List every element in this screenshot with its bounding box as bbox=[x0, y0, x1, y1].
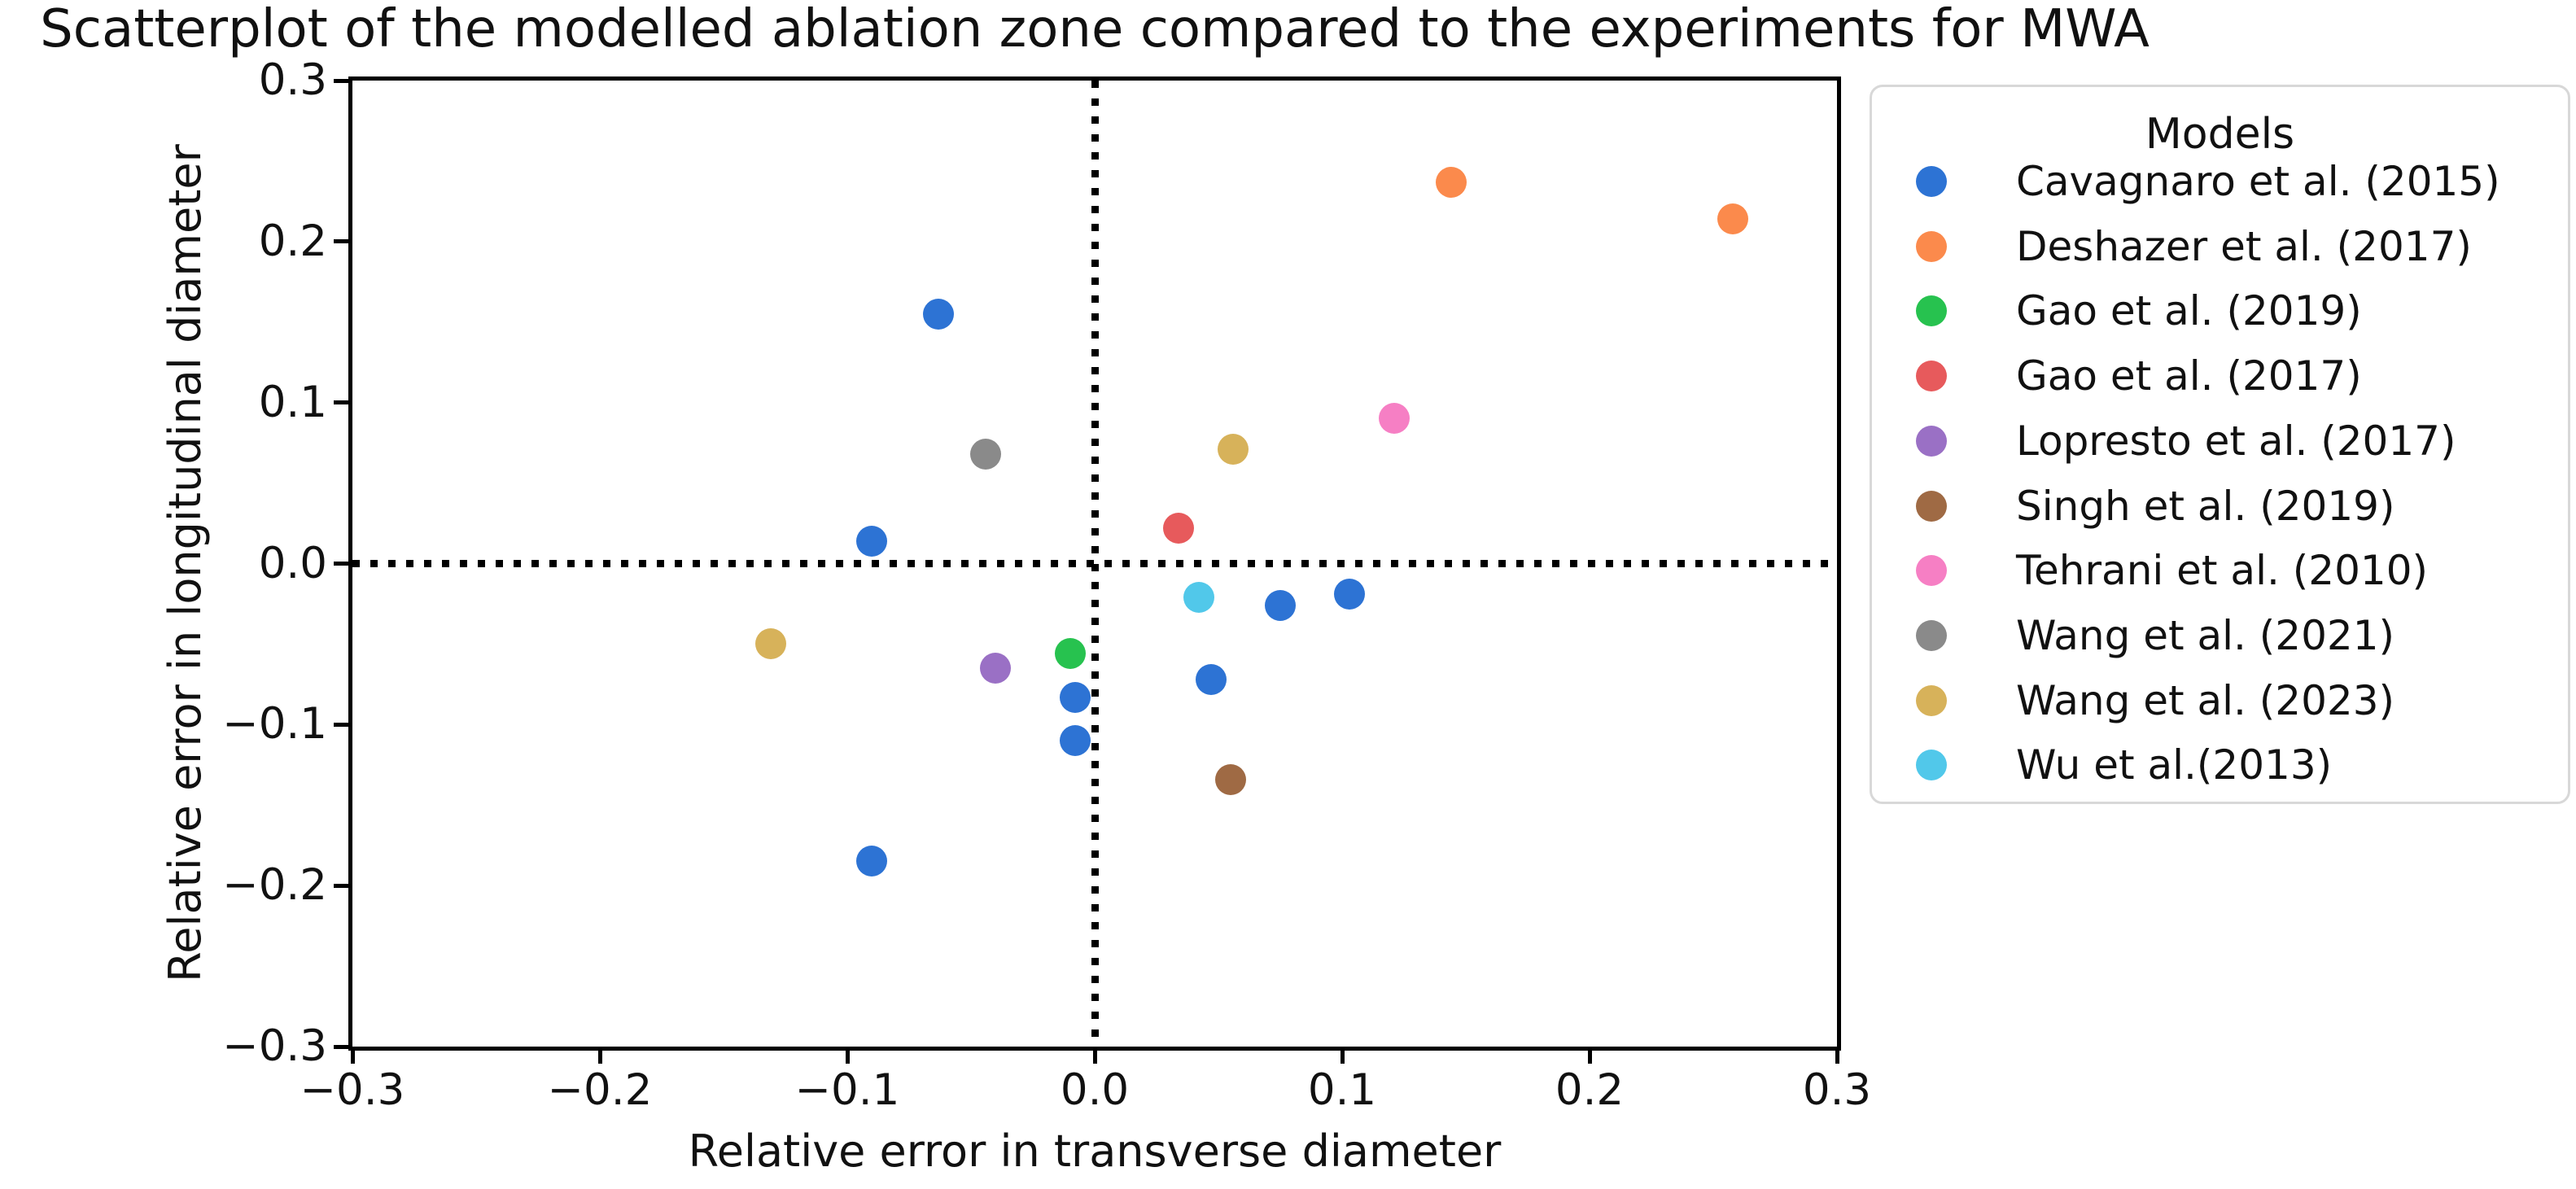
zero-reference-line-horizontal bbox=[352, 560, 1837, 567]
legend-marker-icon bbox=[1916, 166, 1947, 197]
legend-item: Cavagnaro et al. (2015) bbox=[1872, 149, 2568, 214]
legend-marker-icon bbox=[1916, 361, 1947, 392]
y-tick-label: 0.1 bbox=[258, 377, 327, 427]
data-point bbox=[1183, 582, 1214, 614]
legend-item-label: Cavagnaro et al. (2015) bbox=[2016, 158, 2500, 205]
legend-item: Gao et al. (2019) bbox=[1872, 278, 2568, 343]
data-point bbox=[754, 628, 786, 660]
x-axis-label: Relative error in transverse diameter bbox=[688, 1126, 1502, 1177]
data-point bbox=[1054, 638, 1086, 670]
legend-marker-icon bbox=[1916, 490, 1947, 522]
legend-item-label: Gao et al. (2019) bbox=[2016, 287, 2362, 335]
legend-marker-icon bbox=[1916, 295, 1947, 327]
x-tick-label: 0.3 bbox=[1802, 1065, 1872, 1115]
x-tick-label: −0.1 bbox=[794, 1065, 900, 1115]
chart-title: Scatterplot of the modelled ablation zon… bbox=[40, 0, 2150, 59]
legend-item-label: Gao et al. (2017) bbox=[2016, 352, 2362, 400]
data-point bbox=[1059, 725, 1091, 757]
x-tick-mark bbox=[1340, 1049, 1345, 1064]
data-point bbox=[856, 525, 888, 557]
legend-item-label: Wang et al. (2023) bbox=[2016, 676, 2395, 724]
y-tick-mark bbox=[334, 883, 348, 888]
y-tick-mark bbox=[334, 1044, 348, 1049]
data-point bbox=[1215, 763, 1247, 795]
data-point bbox=[970, 438, 1002, 470]
legend-item: Gao et al. (2017) bbox=[1872, 343, 2568, 409]
legend-item-label: Wu et al.(2013) bbox=[2016, 741, 2333, 789]
legend-marker-icon bbox=[1916, 555, 1947, 587]
legend-item: Wu et al.(2013) bbox=[1872, 732, 2568, 798]
legend-marker-icon bbox=[1916, 425, 1947, 457]
data-point bbox=[1378, 403, 1410, 435]
data-point bbox=[1163, 512, 1195, 544]
data-point bbox=[1059, 681, 1091, 713]
y-tick-mark bbox=[334, 722, 348, 727]
legend-item-label: Singh et al. (2019) bbox=[2016, 482, 2395, 530]
legend-title: Models bbox=[2145, 110, 2295, 159]
data-point bbox=[1195, 663, 1227, 695]
legend-item-label: Deshazer et al. (2017) bbox=[2016, 222, 2472, 270]
y-tick-label: −0.1 bbox=[222, 699, 327, 750]
y-tick-label: 0.3 bbox=[258, 55, 327, 105]
legend-item-label: Wang et al. (2021) bbox=[2016, 611, 2395, 659]
x-tick-mark bbox=[845, 1049, 850, 1064]
y-axis-label: Relative error in longitudinal diameter bbox=[160, 144, 211, 982]
legend-marker-icon bbox=[1916, 230, 1947, 262]
data-point bbox=[923, 298, 955, 330]
legend-item: Lopresto et al. (2017) bbox=[1872, 409, 2568, 474]
x-tick-label: 0.0 bbox=[1060, 1065, 1130, 1115]
legend-item: Tehrani et al. (2010) bbox=[1872, 538, 2568, 603]
data-point bbox=[1334, 579, 1366, 610]
plot-area bbox=[348, 76, 1841, 1051]
legend-marker-icon bbox=[1916, 619, 1947, 651]
y-tick-label: 0.2 bbox=[258, 216, 327, 266]
x-tick-mark bbox=[597, 1049, 602, 1064]
legend-item: Wang et al. (2023) bbox=[1872, 668, 2568, 733]
y-tick-label: −0.2 bbox=[222, 860, 327, 911]
x-tick-label: −0.2 bbox=[547, 1065, 653, 1115]
data-point bbox=[1717, 203, 1749, 235]
y-tick-label: 0.0 bbox=[258, 538, 327, 588]
x-tick-label: −0.3 bbox=[300, 1065, 405, 1115]
x-tick-label: 0.2 bbox=[1555, 1065, 1625, 1115]
legend-item-label: Lopresto et al. (2017) bbox=[2016, 417, 2456, 465]
x-tick-mark bbox=[1587, 1049, 1592, 1064]
data-point bbox=[856, 846, 888, 877]
data-point bbox=[1435, 166, 1467, 198]
y-tick-mark bbox=[334, 239, 348, 244]
y-tick-mark bbox=[334, 562, 348, 566]
x-tick-mark bbox=[350, 1049, 355, 1064]
legend-marker-icon bbox=[1916, 684, 1947, 716]
x-tick-mark bbox=[1835, 1049, 1839, 1064]
data-point bbox=[1218, 434, 1249, 466]
legend-marker-icon bbox=[1916, 750, 1947, 781]
x-tick-label: 0.1 bbox=[1307, 1065, 1377, 1115]
data-point bbox=[1265, 589, 1296, 621]
legend-item: Wang et al. (2021) bbox=[1872, 603, 2568, 668]
legend-item: Deshazer et al. (2017) bbox=[1872, 214, 2568, 279]
x-tick-mark bbox=[1092, 1049, 1097, 1064]
y-tick-label: −0.3 bbox=[222, 1021, 327, 1071]
data-point bbox=[980, 653, 1012, 684]
legend-item: Singh et al. (2019) bbox=[1872, 474, 2568, 539]
legend: Models Cavagnaro et al. (2015) Deshazer e… bbox=[1870, 85, 2570, 804]
y-tick-mark bbox=[334, 78, 348, 83]
legend-item-label: Tehrani et al. (2010) bbox=[2016, 547, 2429, 595]
y-tick-mark bbox=[334, 400, 348, 405]
